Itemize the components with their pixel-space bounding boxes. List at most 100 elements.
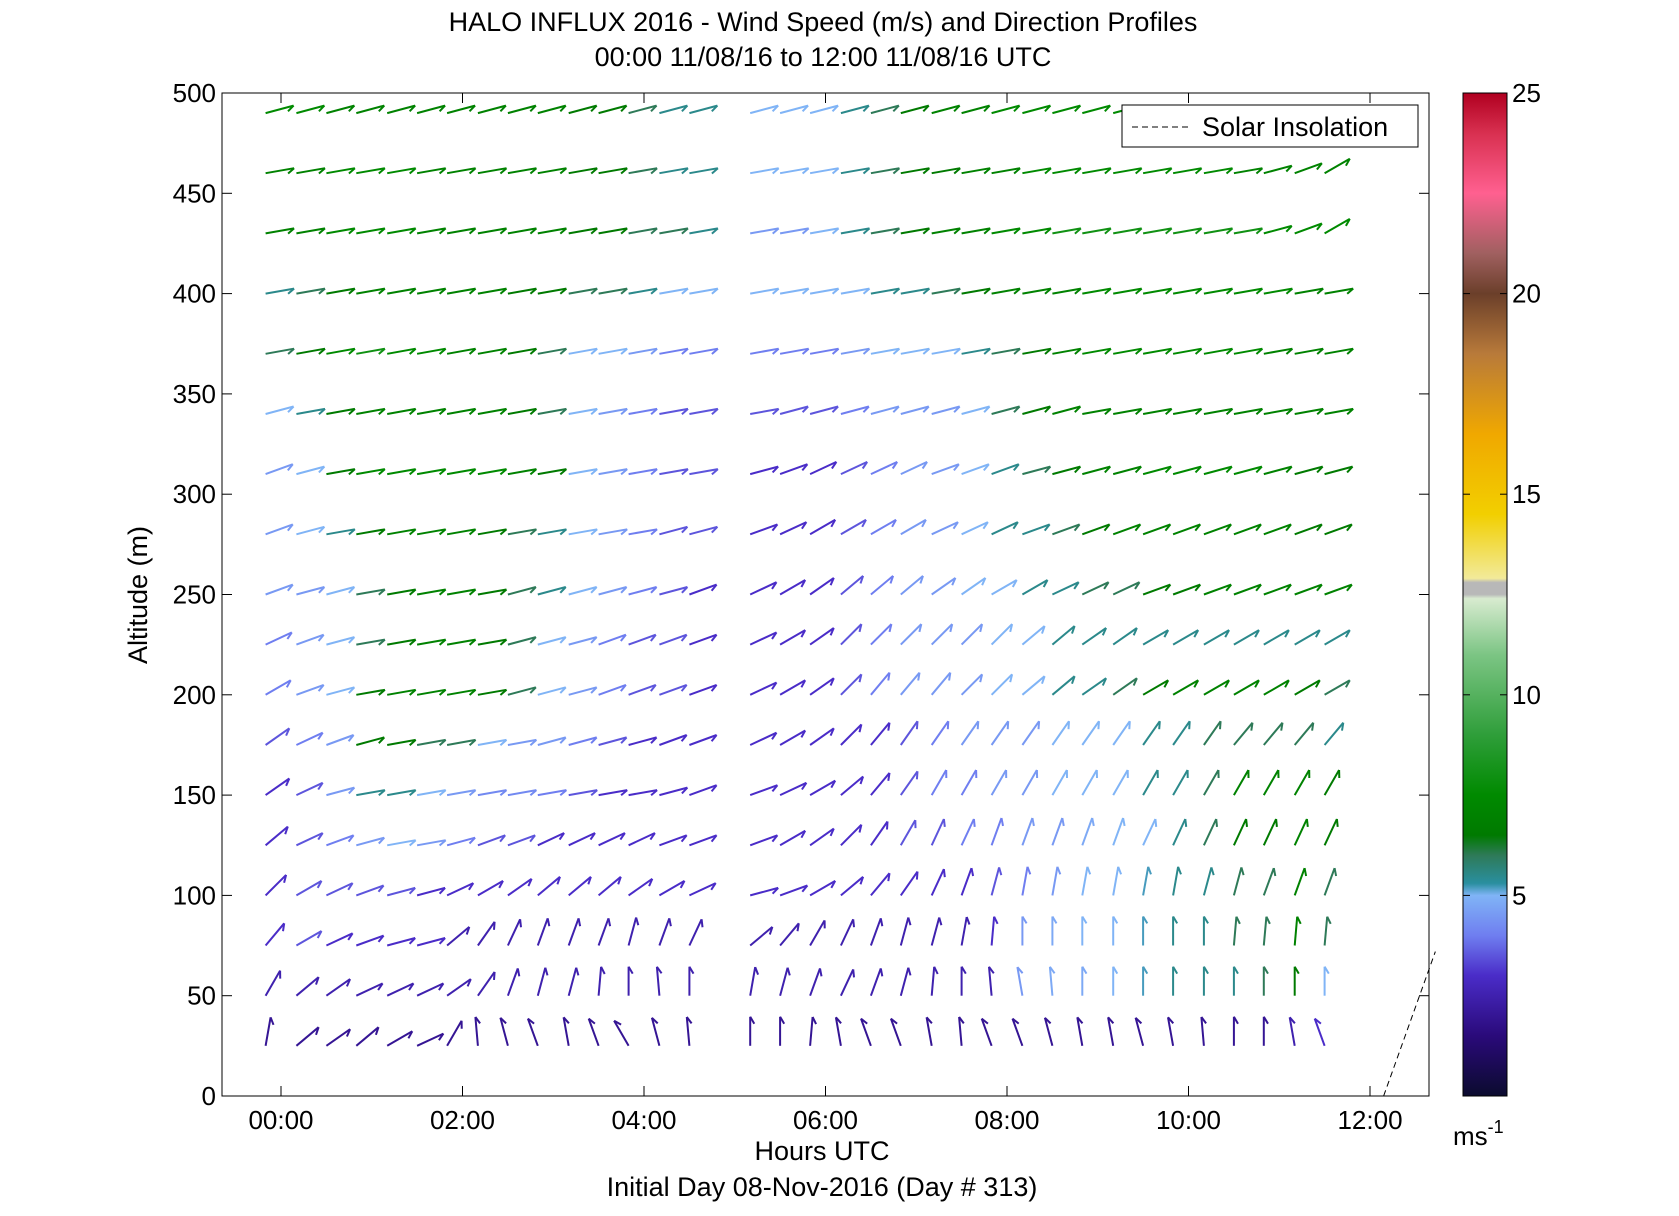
wind-barb-head-2-32 xyxy=(1265,916,1271,925)
wind-barb-shaft-3-20 xyxy=(899,871,919,896)
wind-barb-shaft-12-19 xyxy=(870,405,900,415)
wind-barb-head-16-11 xyxy=(620,167,628,175)
wind-barb-shaft-10-25 xyxy=(1052,523,1080,536)
wind-barb-shaft-10-6 xyxy=(446,528,476,536)
wind-barb-head-15-13 xyxy=(681,227,689,235)
wind-barb-head-15-18 xyxy=(862,227,871,235)
wind-barb-head-17-21 xyxy=(953,104,961,113)
wind-barb-head-2-2 xyxy=(347,932,354,941)
wind-barb-shaft-6-1 xyxy=(295,731,324,746)
wind-barb-shaft-3-10 xyxy=(568,876,592,897)
wind-barb-shaft-1-6 xyxy=(446,978,472,997)
wind-barb-head-7-21 xyxy=(948,672,952,681)
wind-barb-head-12-10 xyxy=(590,408,598,415)
wind-barb-shaft-14-15 xyxy=(750,287,779,295)
wind-barb-shaft-7-4 xyxy=(387,688,416,696)
wind-barb-head-1-25 xyxy=(1049,966,1056,974)
wind-barb-shaft-6-23 xyxy=(990,720,1010,746)
wind-barb-shaft-8-11 xyxy=(598,633,627,646)
wind-barb-shaft-15-13 xyxy=(659,227,689,235)
wind-barb-shaft-1-10 xyxy=(567,967,578,996)
colorbar-tick-label-2: 15 xyxy=(1512,479,1541,509)
wind-barb-head-4-18 xyxy=(858,824,863,833)
wind-barb-shaft-8-20 xyxy=(900,623,923,646)
wind-barb-shaft-3-27 xyxy=(1112,866,1120,896)
wind-barb-shaft-16-7 xyxy=(477,167,507,175)
wind-barb-shaft-17-10 xyxy=(568,104,597,115)
wind-barb-head-17-14 xyxy=(711,104,719,113)
wind-barb-shaft-7-15 xyxy=(749,681,777,696)
wind-barb-head-12-15 xyxy=(772,408,780,415)
wind-barb-head-5-17 xyxy=(830,780,837,789)
wind-barb-head-16-10 xyxy=(590,167,598,175)
wind-barb-head-7-16 xyxy=(800,679,807,688)
wind-barb-head-2-18 xyxy=(852,919,855,928)
wind-barb-shaft-15-28 xyxy=(1142,227,1172,235)
wind-barb-shaft-8-19 xyxy=(870,623,893,646)
wind-barb-shaft-3-28 xyxy=(1142,866,1150,896)
wind-barb-head-3-23 xyxy=(998,867,1003,876)
wind-barb-head-12-8 xyxy=(529,408,538,415)
wind-barb-head-13-29 xyxy=(1194,347,1203,355)
wind-barb-shaft-4-20 xyxy=(899,819,917,846)
wind-barb-head-3-22 xyxy=(970,867,975,877)
wind-barb-head-6-15 xyxy=(771,732,778,740)
wind-barb-head-3-20 xyxy=(915,871,919,880)
wind-barb-head-0-32 xyxy=(1262,1016,1269,1025)
wind-barb-shaft-2-0 xyxy=(264,922,285,947)
wind-barb-shaft-8-26 xyxy=(1081,627,1107,646)
wind-barb-head-15-1 xyxy=(318,227,326,235)
wind-barb-shaft-6-22 xyxy=(960,720,980,746)
wind-barb-shaft-17-6 xyxy=(446,104,476,115)
wind-barb-head-16-0 xyxy=(287,167,295,175)
wind-barb-shaft-4-23 xyxy=(990,817,1003,846)
wind-barb-head-4-4 xyxy=(409,839,417,847)
wind-barb-head-16-34 xyxy=(1345,158,1351,167)
wind-barb-head-3-25 xyxy=(1056,866,1062,875)
wind-barb-shaft-11-10 xyxy=(568,468,598,476)
wind-barb-shaft-4-9 xyxy=(537,832,565,847)
wind-barb-head-17-9 xyxy=(559,104,567,112)
wind-barb-shaft-0-10 xyxy=(562,1017,570,1046)
wind-barb-shaft-13-20 xyxy=(900,347,930,355)
wind-barb-shaft-2-11 xyxy=(597,917,610,946)
wind-barb-shaft-17-25 xyxy=(1052,104,1081,115)
wind-barb-head-11-30 xyxy=(1225,465,1233,474)
wind-barb-shaft-5-0 xyxy=(265,777,290,796)
wind-barb-head-13-8 xyxy=(529,347,538,355)
wind-barb-shaft-16-21 xyxy=(931,167,961,175)
wind-barb-shaft-12-12 xyxy=(628,407,658,415)
y-tick-label-0: 0 xyxy=(202,1081,216,1111)
wind-barb-shaft-0-14 xyxy=(685,1016,691,1046)
wind-barb-shaft-13-19 xyxy=(870,347,900,355)
wind-barb-shaft-4-7 xyxy=(477,834,506,847)
wind-barb-shaft-8-0 xyxy=(265,631,293,646)
wind-barb-shaft-7-5 xyxy=(416,688,446,696)
wind-barb-shaft-17-20 xyxy=(900,104,930,115)
wind-barb-shaft-13-2 xyxy=(326,347,356,355)
wind-barb-shaft-8-16 xyxy=(779,629,806,646)
colorbar xyxy=(1462,92,1508,1097)
wind-barb-shaft-5-7 xyxy=(477,789,507,797)
wind-barb-head-8-6 xyxy=(468,638,477,646)
wind-barb-head-5-18 xyxy=(859,776,865,785)
wind-barb-head-3-12 xyxy=(648,878,654,887)
wind-barb-head-6-3 xyxy=(378,736,386,744)
wind-barb-shaft-12-29 xyxy=(1172,407,1202,415)
wind-barb-shaft-9-34 xyxy=(1324,583,1353,596)
wind-barb-shaft-11-5 xyxy=(416,468,446,476)
wind-barb-shaft-12-0 xyxy=(265,405,294,415)
wind-barb-shaft-4-15 xyxy=(749,834,778,847)
wind-barb-shaft-13-31 xyxy=(1233,347,1263,355)
wind-barb-head-0-22 xyxy=(958,1016,965,1024)
wind-barb-shaft-16-31 xyxy=(1233,167,1263,175)
wind-barb-head-13-6 xyxy=(468,347,477,355)
wind-barb-head-1-15 xyxy=(754,966,760,975)
wind-barb-shaft-12-34 xyxy=(1324,407,1354,415)
wind-barb-head-13-14 xyxy=(711,347,719,355)
wind-barb-shaft-16-25 xyxy=(1052,167,1082,175)
wind-barb-shaft-10-17 xyxy=(809,518,836,536)
wind-barb-head-1-5 xyxy=(438,982,445,991)
wind-barb-shaft-2-18 xyxy=(839,918,855,946)
wind-barb-shaft-11-17 xyxy=(809,460,837,476)
